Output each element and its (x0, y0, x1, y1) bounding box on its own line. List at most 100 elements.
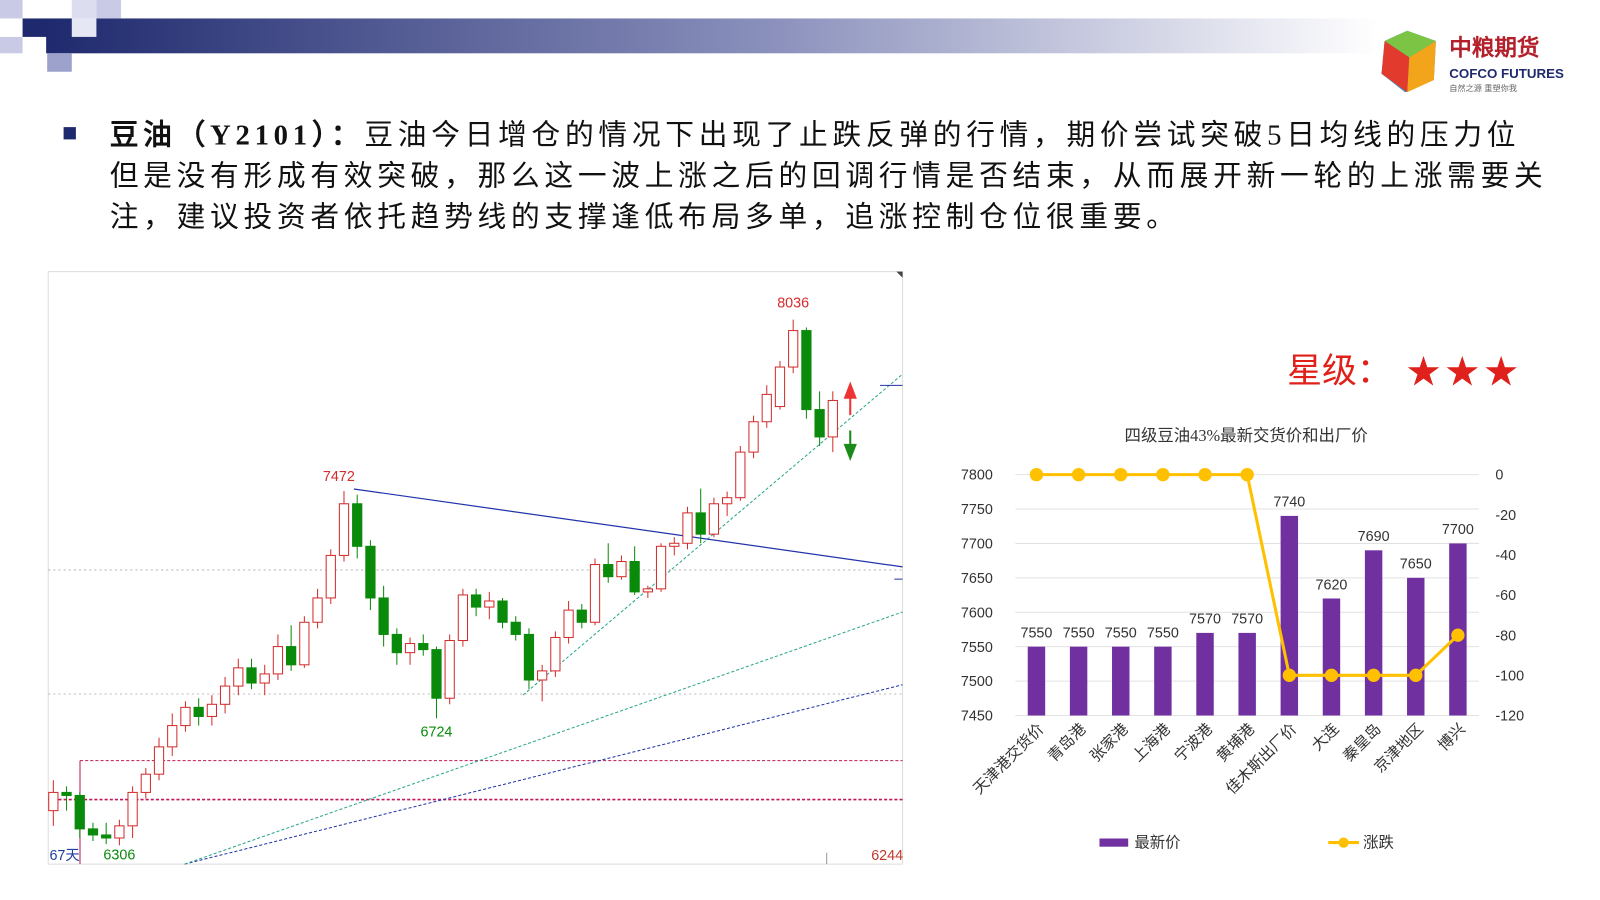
bar (1322, 598, 1341, 716)
candle-body (338, 503, 350, 556)
line-marker (1451, 628, 1465, 642)
text-line: 豆油（Y2101）：豆油今日增仓的情况下出现了止跌反弹的行情，期价尝试突破5日均… (110, 113, 1521, 154)
candle-body (550, 636, 561, 672)
candle-body (669, 542, 680, 547)
candle-body (180, 706, 191, 727)
candle-body (537, 670, 548, 681)
candle-body (708, 503, 720, 535)
candle-body (642, 588, 653, 593)
x-tick-label: 青岛港 (1044, 720, 1090, 766)
candle-body (576, 609, 587, 623)
line-marker (1409, 668, 1423, 683)
candle-body (563, 609, 574, 638)
candle-body (246, 667, 257, 684)
deco-square (71, 18, 97, 37)
candle-body (272, 646, 284, 675)
banner: 中粮期货 COFCO FUTURES 自然之源 重塑你我 (0, 0, 1564, 93)
axis-min-label: 6244 (871, 848, 903, 864)
candle-body (814, 409, 825, 438)
candle-body (299, 621, 310, 666)
bar (1069, 646, 1088, 716)
logo-slogan: 自然之源 重塑你我 (1449, 83, 1517, 93)
candle-body (774, 366, 786, 408)
y-tick-label: 7600 (961, 605, 993, 621)
bullet (63, 127, 76, 140)
candle-body (365, 545, 376, 599)
legend-swatch (1099, 838, 1129, 847)
bar-label: 7550 (1147, 625, 1179, 641)
line-marker (1198, 467, 1212, 482)
candle-body (761, 393, 772, 423)
down-arrow (843, 430, 857, 462)
deco-square (47, 53, 72, 72)
logo-english: COFCO FUTURES (1449, 66, 1564, 81)
candle-body (325, 554, 336, 599)
y2-tick-label: -40 (1495, 548, 1516, 564)
candle-body (735, 451, 746, 499)
plot-frame (47, 271, 904, 865)
bar (1027, 646, 1046, 716)
candle-body (140, 773, 151, 793)
bar-label: 7740 (1273, 495, 1305, 511)
line-marker (1282, 668, 1296, 683)
candle-body (259, 673, 270, 684)
logo-face (1384, 30, 1436, 58)
deco-square (0, 36, 23, 54)
bar-label: 7620 (1316, 577, 1348, 593)
candle-body (721, 497, 733, 505)
legend-label: 最新价 (1134, 834, 1180, 852)
candle-body (523, 633, 535, 681)
bar-label: 7700 (1442, 522, 1474, 538)
y2-tick-label: -20 (1495, 508, 1516, 524)
candle-body (801, 330, 812, 411)
price-label: 8036 (777, 295, 809, 311)
bar-label: 7550 (1105, 625, 1137, 641)
logo-name: 中粮期货 (1449, 34, 1539, 60)
logo-face (1407, 41, 1436, 93)
candle-body (695, 512, 706, 535)
x-tick-label: 张家港 (1086, 720, 1132, 766)
text-line: 但是没有形成有效突破，那么这一波上涨之后的回调行情是否结束，从而展开新一轮的上涨… (109, 160, 1548, 193)
y-tick-label: 7450 (961, 709, 993, 725)
x-tick-label: 上海港 (1129, 720, 1175, 766)
candle-body (510, 621, 521, 635)
price-label: 6306 (103, 848, 135, 864)
bar (1364, 550, 1383, 716)
legend-label: 涨跌 (1363, 834, 1394, 852)
trend-line (184, 611, 903, 865)
deco-square (96, 0, 122, 19)
bar-label: 7570 (1189, 612, 1221, 628)
bar (1407, 577, 1425, 716)
x-tick-label: 博兴 (1434, 720, 1468, 754)
candle-body (74, 794, 85, 830)
price-label: 6724 (421, 725, 453, 741)
y-tick-label: 7700 (961, 537, 993, 553)
deco-square (0, 0, 23, 19)
candle-body (378, 597, 389, 635)
candle-body (748, 421, 759, 453)
candle-body (682, 512, 693, 544)
y2-tick-label: -60 (1495, 588, 1516, 604)
candle-body (589, 564, 601, 623)
trend-line (353, 488, 903, 568)
candle-body (312, 597, 323, 623)
bar-line-chart: 四级豆油43%最新交货价和出厂价 7450 7500 7550 7600 7650 770… (961, 426, 1524, 852)
bar-label: 7690 (1358, 529, 1390, 545)
candle-body (114, 825, 125, 839)
rating-stars: ★★★ (1405, 348, 1521, 394)
period-label: 67天 (49, 848, 79, 864)
legend-swatch (1338, 837, 1349, 848)
candle-body (48, 791, 59, 812)
y2-tick-label: -80 (1495, 628, 1516, 644)
y-tick-label: 7550 (961, 640, 993, 656)
y-tick-label: 7800 (961, 468, 993, 484)
bar-label: 7650 (1400, 557, 1432, 573)
candle-body (655, 545, 667, 590)
x-tick-label: 大连 (1308, 720, 1342, 754)
bar (1154, 646, 1172, 716)
y2-tick-label: -100 (1495, 668, 1524, 684)
candle-body (219, 685, 231, 705)
deco-square (22, 18, 48, 37)
candle-body (629, 560, 640, 593)
